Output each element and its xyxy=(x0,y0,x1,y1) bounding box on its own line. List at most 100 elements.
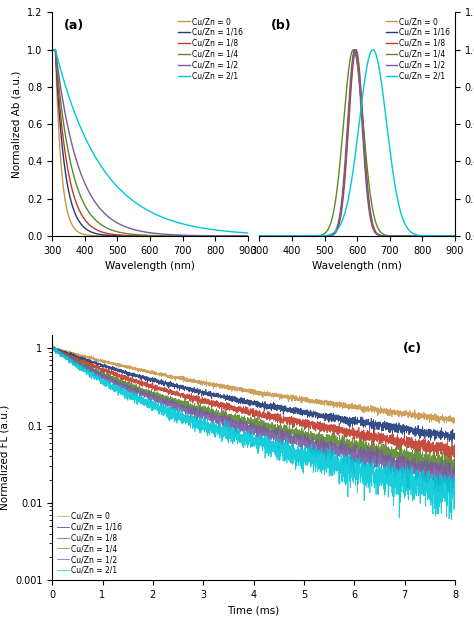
Cu/Zn = 1/8 xyxy=(49,345,55,353)
Cu/Zn = 1/8 xyxy=(347,100,353,107)
Cu/Zn = 1/2 xyxy=(339,195,345,202)
Cu/Zn = 2/1 xyxy=(245,229,251,236)
Cu/Zn = 1/8 xyxy=(272,232,277,240)
Cu/Zn = 0 xyxy=(219,383,224,390)
Cu/Zn = 1/4 xyxy=(272,232,277,240)
Cu/Zn = 1/4 xyxy=(222,414,228,421)
Cu/Zn = 1/4 xyxy=(440,456,446,463)
Cu/Zn = 1/2 xyxy=(256,232,262,240)
Line: Cu/Zn = 1/16: Cu/Zn = 1/16 xyxy=(259,50,455,236)
X-axis label: Wavelength (nm): Wavelength (nm) xyxy=(105,261,195,271)
Cu/Zn = 1/4 xyxy=(49,46,55,54)
Cu/Zn = 2/1 xyxy=(342,459,348,467)
Cu/Zn = 1/2 xyxy=(132,226,138,233)
Cu/Zn = 0 xyxy=(272,232,277,240)
Cu/Zn = 1/8 xyxy=(448,457,454,464)
Cu/Zn = 0 xyxy=(241,386,246,394)
Cu/Zn = 0 xyxy=(140,232,146,240)
Cu/Zn = 1/8 xyxy=(339,200,345,208)
Cu/Zn = 2/1 xyxy=(280,232,285,240)
Cu/Zn = 1/4 xyxy=(161,232,166,240)
Cu/Zn = 2/1 xyxy=(368,48,374,56)
Cu/Zn = 0 xyxy=(452,415,458,422)
Cu/Zn = 1/4 xyxy=(347,56,353,64)
Cu/Zn = 1/4 xyxy=(245,232,251,240)
Cu/Zn = 1/16 xyxy=(347,90,353,98)
Cu/Zn = 1/16 xyxy=(64,180,70,188)
Cu/Zn = 1/2 xyxy=(440,480,446,487)
Cu/Zn = 2/1 xyxy=(132,198,138,206)
Cu/Zn = 2/1 xyxy=(49,345,55,353)
Cu/Zn = 1/4 xyxy=(351,46,356,54)
Cu/Zn = 1/2 xyxy=(347,90,353,98)
Cu/Zn = 1/16 xyxy=(241,399,246,407)
Cu/Zn = 0 xyxy=(280,232,285,240)
Line: Cu/Zn = 1/4: Cu/Zn = 1/4 xyxy=(52,347,455,482)
Cu/Zn = 1/16 xyxy=(245,232,251,240)
Cu/Zn = 1/2 xyxy=(73,153,78,160)
Cu/Zn = 2/1 xyxy=(452,232,458,240)
Line: Cu/Zn = 1/8: Cu/Zn = 1/8 xyxy=(52,50,248,236)
Cu/Zn = 1/16 xyxy=(49,46,55,54)
Cu/Zn = 1/8 xyxy=(161,232,166,240)
Line: Cu/Zn = 1/2: Cu/Zn = 1/2 xyxy=(259,50,455,236)
Cu/Zn = 1/2 xyxy=(222,410,228,417)
Cu/Zn = 1/4 xyxy=(241,415,246,422)
Cu/Zn = 1/4 xyxy=(452,232,458,240)
Cu/Zn = 1/8 xyxy=(368,211,374,218)
Cu/Zn = 1/8 xyxy=(50,344,55,351)
Cu/Zn = 1/2 xyxy=(241,422,246,429)
Cu/Zn = 1/2 xyxy=(448,489,454,496)
Cu/Zn = 0 xyxy=(245,232,251,240)
Cu/Zn = 1/2 xyxy=(49,46,55,54)
Cu/Zn = 1/8 xyxy=(222,401,228,408)
Cu/Zn = 1/2 xyxy=(161,230,166,238)
Cu/Zn = 0 xyxy=(49,46,55,54)
Cu/Zn = 1/8 xyxy=(452,453,458,461)
Cu/Zn = 1/16 xyxy=(449,439,455,447)
Cu/Zn = 2/1 xyxy=(50,343,55,351)
Legend: Cu/Zn = 0, Cu/Zn = 1/16, Cu/Zn = 1/8, Cu/Zn = 1/4, Cu/Zn = 1/2, Cu/Zn = 2/1: Cu/Zn = 0, Cu/Zn = 1/16, Cu/Zn = 1/8, Cu… xyxy=(383,14,454,84)
Cu/Zn = 1/16 xyxy=(420,423,426,431)
Cu/Zn = 2/1 xyxy=(222,423,228,431)
Cu/Zn = 1/4 xyxy=(344,87,349,94)
Cu/Zn = 1/2 xyxy=(219,417,224,425)
Cu/Zn = 0 xyxy=(344,135,349,142)
Cu/Zn = 2/1 xyxy=(452,488,458,495)
Cu/Zn = 1/16 xyxy=(440,434,446,441)
Line: Cu/Zn = 0: Cu/Zn = 0 xyxy=(52,346,455,424)
Cu/Zn = 2/1 xyxy=(49,46,55,54)
Cu/Zn = 1/16 xyxy=(49,343,55,351)
Cu/Zn = 1/2 xyxy=(452,232,458,240)
Cu/Zn = 1/8 xyxy=(140,232,146,240)
Line: Cu/Zn = 1/8: Cu/Zn = 1/8 xyxy=(259,50,455,236)
Cu/Zn = 2/1 xyxy=(272,232,277,240)
Line: Cu/Zn = 1/16: Cu/Zn = 1/16 xyxy=(52,50,248,236)
Cu/Zn = 2/1 xyxy=(219,426,224,434)
Cu/Zn = 1/2 xyxy=(140,228,146,235)
Cu/Zn = 1/4 xyxy=(49,343,55,351)
Cu/Zn = 1/8 xyxy=(245,232,251,240)
Cu/Zn = 1/4 xyxy=(137,231,142,238)
Line: Cu/Zn = 1/8: Cu/Zn = 1/8 xyxy=(52,348,455,461)
Cu/Zn = 1/16 xyxy=(353,46,358,54)
Cu/Zn = 1/8 xyxy=(137,232,142,240)
Cu/Zn = 1/8 xyxy=(344,154,349,162)
Line: Cu/Zn = 2/1: Cu/Zn = 2/1 xyxy=(52,50,248,233)
Cu/Zn = 2/1 xyxy=(449,516,455,524)
Cu/Zn = 0 xyxy=(161,232,166,240)
Cu/Zn = 2/1 xyxy=(137,202,142,209)
Text: (c): (c) xyxy=(402,342,422,355)
Y-axis label: Normalized FL (a.u.): Normalized FL (a.u.) xyxy=(0,405,9,510)
Line: Cu/Zn = 1/4: Cu/Zn = 1/4 xyxy=(259,50,455,236)
Cu/Zn = 0 xyxy=(137,232,142,240)
Cu/Zn = 2/1 xyxy=(347,186,353,193)
Cu/Zn = 1/16 xyxy=(137,232,142,240)
Cu/Zn = 1/8 xyxy=(353,46,359,54)
Cu/Zn = 1/4 xyxy=(64,142,70,150)
Cu/Zn = 1/4 xyxy=(424,478,430,485)
Cu/Zn = 1/16 xyxy=(368,215,374,222)
Cu/Zn = 1/8 xyxy=(73,196,78,203)
Cu/Zn = 1/4 xyxy=(420,454,426,462)
Cu/Zn = 0 xyxy=(73,226,78,233)
